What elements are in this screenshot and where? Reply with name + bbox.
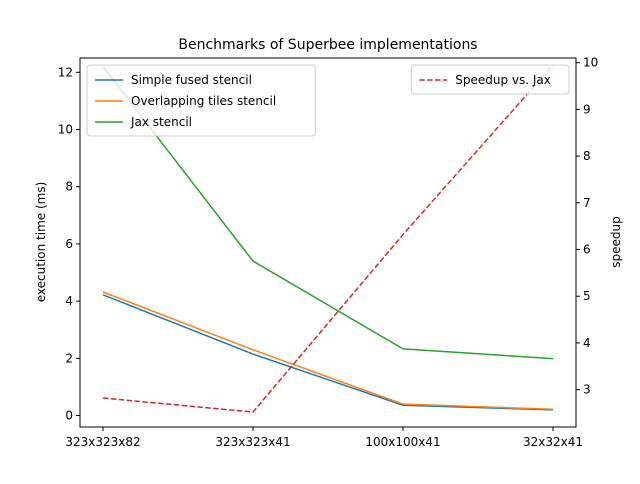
y2-tick-label: 3	[583, 383, 591, 397]
y2-tick-label: 6	[583, 243, 591, 257]
series-layer	[102, 64, 554, 413]
y2-axis-label: speedup	[609, 216, 623, 267]
y-tick-label: 0	[65, 409, 73, 423]
series-line-0	[102, 294, 554, 411]
legend-box	[86, 64, 316, 137]
y-axis-label: execution time (ms)	[34, 182, 48, 303]
y2-tick-label: 7	[583, 196, 591, 210]
x-axis: 323x323x82 323x323x41 100x100x41 32x32x41	[65, 427, 583, 449]
series-line-2	[102, 66, 554, 360]
legend-label: Simple fused stencil	[131, 73, 252, 87]
y-tick-label: 12	[58, 65, 73, 79]
x-tick-label: 323x323x41	[215, 435, 290, 449]
plot-frame	[79, 57, 577, 428]
legend-label: Jax stencil	[130, 115, 192, 129]
y2-tick-label: 4	[583, 336, 591, 350]
y-tick-label: 2	[65, 351, 73, 365]
y-tick-label: 10	[58, 123, 73, 137]
series-line-1	[102, 291, 554, 411]
y2-tick-label: 10	[583, 56, 598, 70]
y-tick-label: 6	[65, 237, 73, 251]
y-axis-left: 0 2 4 6 8 10 12	[58, 65, 80, 423]
x-tick-label: 323x323x82	[65, 435, 140, 449]
y-tick-label: 8	[65, 180, 73, 194]
legend-left: Simple fused stencil Overlapping tiles st…	[86, 64, 316, 137]
legend-box	[410, 64, 570, 95]
x-tick-label: 32x32x41	[523, 435, 583, 449]
legend-right: Speedup vs. Jax	[410, 64, 570, 95]
chart-title: Benchmarks of Superbee implementations	[178, 37, 477, 53]
y2-tick-label: 8	[583, 149, 591, 163]
y2-tick-label: 9	[583, 102, 591, 116]
series-line-3	[102, 64, 554, 413]
legend-label: Speedup vs. Jax	[455, 73, 551, 87]
y2-tick-label: 5	[583, 289, 591, 303]
y-axis-right: 3 4 5 6 7 8 9 10	[576, 56, 598, 397]
y-tick-label: 4	[65, 294, 73, 308]
legend-label: Overlapping tiles stencil	[131, 94, 276, 108]
x-tick-label: 100x100x41	[365, 435, 440, 449]
